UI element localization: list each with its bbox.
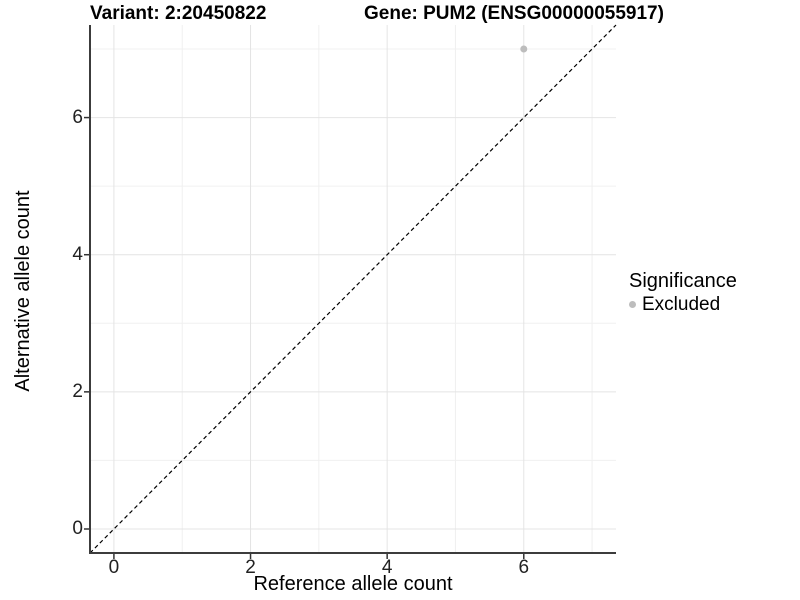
- x-tick-label: 6: [518, 557, 530, 578]
- identity-reference-line: [89, 24, 617, 554]
- legend-item: Excluded: [629, 294, 737, 315]
- legend-title: Significance: [629, 270, 737, 292]
- data-point: [520, 45, 528, 53]
- plot-title-gene: Gene: PUM2 (ENSG00000055917): [364, 3, 664, 24]
- y-tick-label: 2: [72, 380, 83, 402]
- legend-item-label: Excluded: [642, 294, 721, 315]
- legend: Significance Excluded: [629, 270, 737, 315]
- y-tick-label: 4: [72, 243, 83, 265]
- legend-items: Excluded: [629, 294, 737, 315]
- x-tick-label: 4: [381, 557, 393, 578]
- plot-title-variant: Variant: 2:20450822: [90, 3, 267, 24]
- x-tick-label: 2: [245, 557, 256, 578]
- y-tick-label: 0: [72, 518, 83, 539]
- x-tick-label: 0: [108, 557, 120, 578]
- y-tick-label: 6: [72, 106, 83, 128]
- legend-point-swatch-icon: [629, 301, 636, 308]
- y-axis-title: Alternative allele count: [12, 190, 34, 392]
- x-axis-title: Reference allele count: [253, 573, 453, 595]
